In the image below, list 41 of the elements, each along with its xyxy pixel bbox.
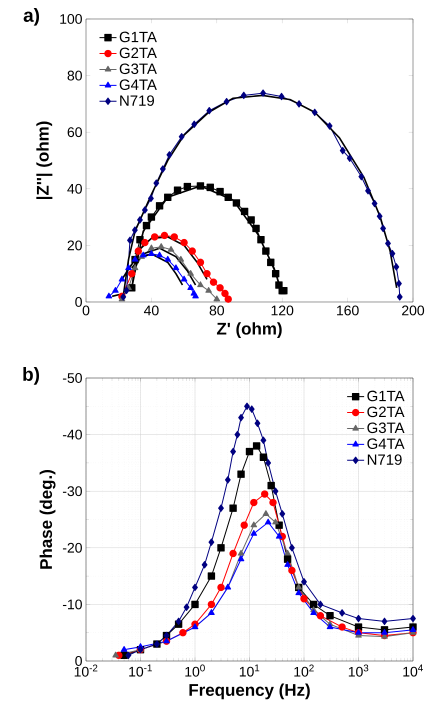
legend-label: G4TA xyxy=(367,438,405,449)
y-tick-label: 20 xyxy=(68,240,82,250)
x-tick-label: 10$^{3}$ xyxy=(348,664,368,677)
legend-label: N719 xyxy=(120,95,154,106)
x-axis-title: Z' (ohm) xyxy=(216,322,282,338)
legend-label: G3TA xyxy=(367,422,405,434)
y-tick-label: 40 xyxy=(67,184,82,194)
legend-label: G2TA xyxy=(120,48,157,58)
legend-label: N719 xyxy=(368,454,402,465)
legend-label: G4TA xyxy=(120,79,157,90)
x-tick-label: 200 xyxy=(402,306,424,316)
x-tick-label: 10$^{-1}$ xyxy=(129,664,152,677)
y-tick-label: 0 xyxy=(75,656,82,666)
y-tick-label: -50 xyxy=(62,373,82,383)
y-tick-label: 80 xyxy=(68,70,82,81)
y-tick-label: -30 xyxy=(62,486,82,496)
chart-title: a) xyxy=(24,8,40,26)
y-tick-label: 60 xyxy=(68,127,82,138)
x-tick-label: 10$^{1}$ xyxy=(240,664,260,677)
legend-label: G1TA xyxy=(120,32,157,42)
x-tick-label: 10$^{0}$ xyxy=(185,664,205,677)
x-tick-label: 10$^{-2}$ xyxy=(74,664,98,677)
chart-title: b) xyxy=(23,367,40,385)
x-tick-label: 10$^{4}$ xyxy=(403,664,423,677)
x-tick-label: 120 xyxy=(272,306,294,316)
y-axis-title: |Z''| (ohm) xyxy=(36,122,52,200)
x-tick-label: 40 xyxy=(144,306,159,316)
x-tick-label: 0 xyxy=(82,306,90,316)
x-tick-label: 160 xyxy=(337,306,359,316)
legend-label: G2TA xyxy=(367,406,405,418)
y-tick-label: 0 xyxy=(75,297,82,307)
legend-label: G1TA xyxy=(367,390,405,402)
x-tick-label: 10$^{2}$ xyxy=(294,664,314,677)
y-axis-title: Phase (deg.) xyxy=(40,470,56,569)
legend-label: G3TA xyxy=(120,63,157,74)
y-tick-label: 100 xyxy=(60,14,82,24)
y-tick-label: -10 xyxy=(62,599,82,610)
y-tick-label: -40 xyxy=(62,430,82,440)
x-axis-title: Frequency (Hz) xyxy=(189,684,310,700)
x-tick-label: 80 xyxy=(210,306,224,316)
y-tick-label: -20 xyxy=(62,542,82,553)
